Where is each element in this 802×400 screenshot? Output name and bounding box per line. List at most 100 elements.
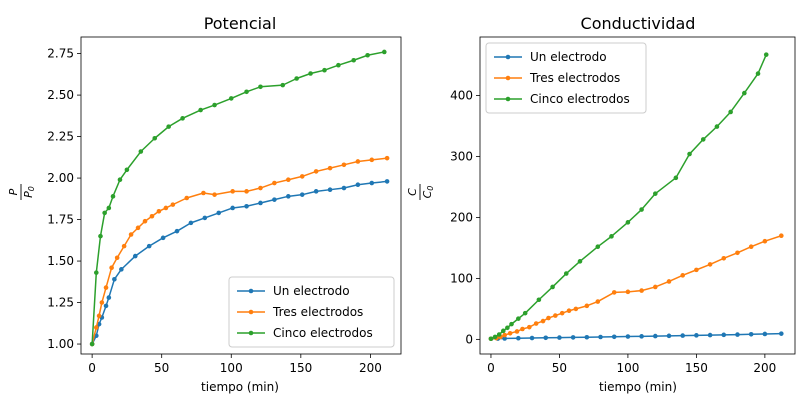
data-point (98, 233, 103, 239)
data-point (280, 82, 286, 88)
data-point (707, 262, 713, 267)
data-point (152, 135, 158, 141)
data-point (102, 210, 107, 216)
data-point (509, 321, 514, 327)
data-point (611, 290, 617, 295)
legend-label: Cinco electrodos (530, 92, 630, 106)
legend-marker (248, 309, 254, 315)
data-point (299, 192, 305, 197)
data-point (156, 208, 162, 214)
data-point (272, 197, 277, 202)
data-point (188, 220, 194, 226)
potencial-chart: Potencial 0 50 100 150 200 1.00 1.25 1.50 1.75 2.… (7, 14, 402, 394)
data-point (546, 315, 551, 321)
data-point (779, 233, 784, 239)
data-point (625, 220, 631, 225)
data-point (336, 62, 341, 68)
data-point (106, 295, 112, 300)
data-point (382, 49, 387, 55)
data-point (639, 334, 644, 339)
data-point (124, 167, 130, 173)
legend: Un electrodo Tres electrodos Cinco electro… (485, 42, 647, 114)
data-point (170, 202, 176, 207)
data-point (89, 341, 95, 347)
data-point (755, 71, 761, 76)
data-point (666, 279, 672, 284)
legend-label: Un electrodo (273, 284, 350, 298)
legend-label: Cinco electrodos (273, 326, 373, 340)
data-point (163, 205, 169, 211)
data-point (138, 149, 144, 154)
y-label-denominator-subscript: 0 (27, 186, 36, 191)
data-point (384, 179, 390, 184)
data-point (563, 271, 569, 276)
data-point (502, 332, 507, 338)
conductividad-chart: Conductividad 0 50 100 150 200 0 100 200 300 400 U… (406, 14, 796, 394)
data-point (198, 107, 203, 113)
data-point (762, 331, 768, 337)
data-point (609, 234, 614, 239)
data-point (106, 205, 112, 211)
data-point (299, 174, 305, 179)
data-point (762, 238, 768, 244)
data-point (694, 333, 699, 338)
data-point (166, 124, 171, 129)
data-point (132, 253, 138, 259)
data-point (666, 333, 672, 339)
y-tick-label: 100 (450, 271, 473, 285)
x-tick-label: 0 (487, 361, 495, 375)
series-line (91, 157, 388, 345)
data-point (653, 191, 658, 196)
legend-marker (505, 75, 511, 81)
data-point (149, 213, 155, 219)
data-point (533, 321, 539, 326)
data-point (496, 332, 502, 337)
data-point (212, 102, 217, 108)
y-label-denominator: C0 (421, 186, 435, 199)
x-tick-label: 200 (753, 361, 776, 375)
data-point (566, 308, 572, 314)
data-point (109, 265, 114, 271)
data-point (272, 180, 277, 186)
legend-marker (248, 288, 254, 294)
data-point (184, 195, 190, 201)
data-point (516, 316, 521, 321)
data-point (160, 235, 166, 241)
y-label-numerator: P (7, 188, 20, 195)
x-tick-label: 100 (616, 361, 639, 375)
data-point (595, 299, 601, 304)
data-point (286, 194, 291, 199)
data-point (516, 335, 521, 341)
data-point (488, 336, 494, 342)
data-point (502, 336, 507, 341)
y-label-denominator-main: P (22, 191, 35, 198)
y-tick-label: 2.25 (47, 130, 74, 144)
data-point (119, 267, 124, 272)
y-tick-label: 200 (450, 210, 473, 224)
data-point (714, 124, 720, 129)
data-point (653, 333, 658, 339)
legend-label: Tres electrodos (272, 305, 363, 319)
x-tick-label: 50 (154, 361, 169, 375)
data-point (763, 52, 769, 57)
data-point (341, 162, 347, 168)
data-point (721, 332, 727, 338)
data-point (735, 250, 740, 256)
data-point (584, 303, 590, 309)
data-point (598, 334, 603, 340)
data-point (327, 165, 333, 171)
data-point (570, 335, 576, 340)
data-point (584, 334, 590, 340)
data-point (121, 243, 127, 249)
data-point (286, 177, 291, 183)
data-point (258, 185, 263, 191)
data-point (244, 203, 249, 209)
x-tick-label: 0 (88, 361, 96, 375)
data-point (557, 335, 562, 340)
data-point (174, 228, 180, 234)
data-point (573, 306, 579, 312)
data-point (128, 232, 134, 237)
y-tick-label: 1.00 (47, 337, 74, 351)
y-axis-label: P P0 (7, 184, 36, 200)
data-point (180, 116, 185, 121)
